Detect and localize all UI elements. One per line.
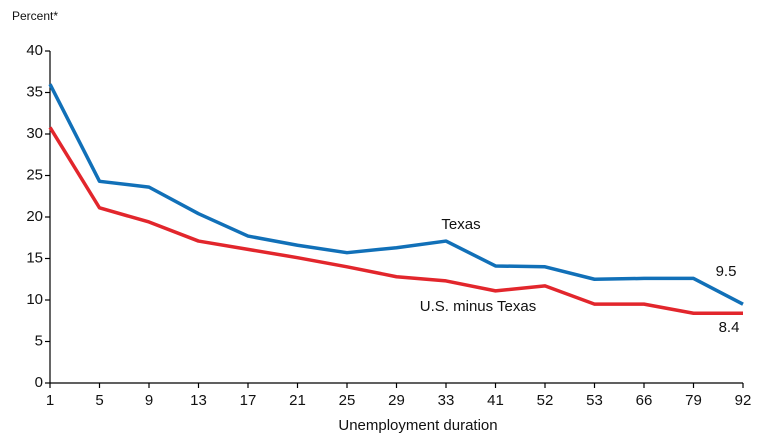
x-tick-label: 25 (339, 392, 356, 409)
x-tick-label: 17 (240, 392, 257, 409)
line-series (48, 126, 743, 316)
x-tick-label: 33 (438, 392, 455, 409)
line-series (48, 83, 744, 306)
y-tick-label: 15 (26, 249, 43, 266)
x-tick-label: 1 (46, 392, 54, 409)
x-tick-label: 41 (487, 392, 504, 409)
value-label: 8.4 (719, 319, 740, 336)
x-tick-label: 66 (636, 392, 653, 409)
x-tick-label: 52 (537, 392, 554, 409)
y-tick-label: 20 (26, 208, 43, 225)
series-label: Texas (441, 216, 480, 233)
x-axis-label: Unemployment duration (338, 417, 497, 434)
y-tick-label: 35 (26, 83, 43, 100)
x-tick-label: 13 (190, 392, 207, 409)
y-tick-label: 30 (26, 125, 43, 142)
x-tick-label: 21 (289, 392, 306, 409)
y-tick-label: 25 (26, 166, 43, 183)
x-tick-label: 5 (95, 392, 103, 409)
y-tick-label: 10 (26, 291, 43, 308)
y-axis-label: Percent* (12, 9, 58, 23)
y-tick-label: 5 (35, 332, 43, 349)
value-label: 9.5 (716, 263, 737, 280)
x-tick-label: 53 (586, 392, 603, 409)
y-tick-label: 40 (26, 42, 43, 59)
y-tick-label: 0 (35, 374, 43, 391)
x-tick-label: 29 (388, 392, 405, 409)
x-tick-label: 9 (145, 392, 153, 409)
x-tick-label: 79 (685, 392, 702, 409)
x-tick-label: 92 (735, 392, 752, 409)
series-label: U.S. minus Texas (420, 298, 536, 315)
